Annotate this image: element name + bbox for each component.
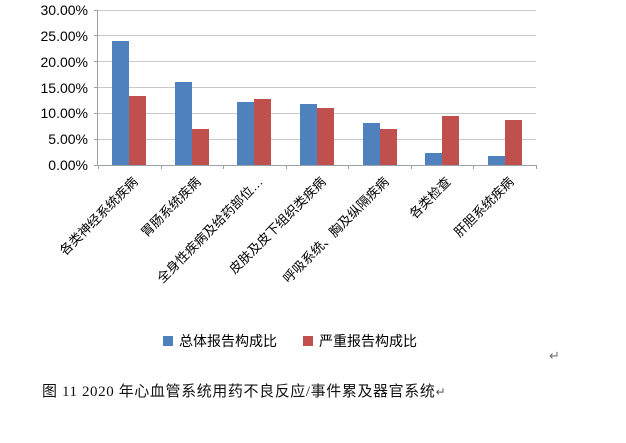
- x-axis-tick: [98, 165, 99, 169]
- bar-serious-3: [254, 98, 272, 165]
- paragraph-return-icon: ↵: [549, 349, 560, 364]
- bar-serious-5: [379, 128, 397, 165]
- y-axis-label: 15.00%: [40, 79, 88, 96]
- x-axis-label: 呼吸系统、胸及纵隔疾病: [279, 174, 392, 286]
- bar-total-3: [237, 102, 255, 165]
- gridline: [98, 87, 536, 88]
- bar-serious-2: [191, 128, 209, 165]
- y-axis-label: 10.00%: [40, 105, 88, 122]
- gridline: [98, 9, 536, 11]
- y-axis-tick: [94, 164, 98, 166]
- legend-item-serious: 严重报告构成比: [303, 331, 417, 351]
- bar-serious-7: [504, 120, 522, 165]
- x-axis-tick: [348, 165, 350, 169]
- x-axis-tick: [223, 165, 225, 169]
- y-axis-label: 0.00%: [48, 157, 88, 173]
- bar-serious-1: [129, 96, 147, 165]
- plot-area: [94, 9, 537, 169]
- y-axis-labels: 0.00% 5.00% 10.00% 15.00% 20.00% 25.00% 30.00%: [0, 0, 92, 185]
- legend-label-serious: 严重报告构成比: [319, 333, 417, 349]
- gridline: [98, 35, 536, 37]
- y-axis-tick: [94, 9, 98, 11]
- y-axis-tick: [94, 112, 98, 114]
- y-axis-tick: [94, 35, 98, 37]
- bar-total-5: [362, 122, 380, 165]
- x-axis-tick: [473, 165, 475, 169]
- y-axis-label: 20.00%: [40, 53, 88, 70]
- y-axis-label: 30.00%: [40, 2, 88, 18]
- bar-serious-6: [442, 116, 460, 165]
- caption-text: 图 11 2020 年心血管系统用药不良反应/事件累及器官系统: [42, 384, 436, 400]
- x-axis-label: 各类检查: [406, 174, 454, 222]
- chart-legend: 总体报告构成比 严重报告构成比: [0, 331, 603, 351]
- bar-total-6: [425, 153, 443, 165]
- y-axis-tick: [94, 87, 98, 88]
- legend-swatch-red-icon: [303, 336, 313, 346]
- x-axis-label: 全身性疾病及给药部位…: [154, 174, 267, 286]
- legend-swatch-blue-icon: [163, 336, 173, 346]
- bar-total-1: [112, 41, 130, 165]
- x-axis-label: 各类神经系统疾病: [56, 174, 142, 259]
- legend-label-total: 总体报告构成比: [179, 333, 277, 349]
- legend-item-total: 总体报告构成比: [163, 331, 277, 351]
- figure-caption: 图 11 2020 年心血管系统用药不良反应/事件累及器官系统↵: [42, 380, 446, 401]
- x-axis-tick: [160, 165, 162, 169]
- y-axis-label: 5.00%: [48, 131, 88, 148]
- bar-total-4: [300, 103, 317, 165]
- bar-total-7: [487, 156, 505, 165]
- y-axis-label: 25.00%: [40, 27, 88, 44]
- x-axis-tick: [410, 165, 412, 169]
- gridline: [98, 61, 536, 63]
- bar-serious-4: [317, 107, 334, 165]
- y-axis-tick: [94, 61, 98, 63]
- x-axis-tick: [285, 165, 287, 169]
- paragraph-return-icon: ↵: [435, 385, 446, 399]
- bar-total-2: [174, 82, 192, 165]
- y-axis-tick: [94, 138, 98, 140]
- x-axis-label: 肝胆系统疾病: [450, 174, 517, 240]
- x-axis-tick: [536, 165, 537, 169]
